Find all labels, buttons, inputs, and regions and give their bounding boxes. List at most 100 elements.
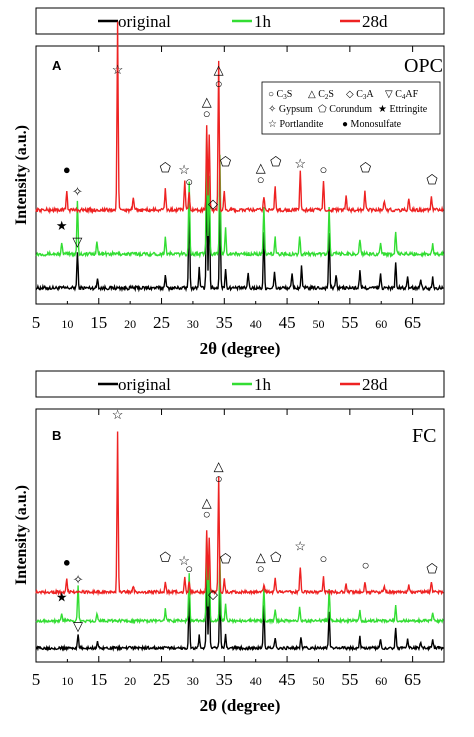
- x-tick-label-65: 65: [404, 670, 421, 689]
- panel-a-plot-frame: [35, 45, 445, 305]
- x-tick-label-5: 5: [32, 313, 41, 332]
- x-tick-label-5: 5: [32, 670, 41, 689]
- phase-marker-19: ○: [362, 558, 370, 573]
- phase-marker-17: ☆: [294, 538, 306, 553]
- panel-a-series: [35, 21, 445, 293]
- panel-b-letter: B: [52, 428, 61, 443]
- x-minor-tick-label-10: 10: [61, 674, 73, 688]
- x-minor-tick-label-30: 30: [187, 674, 199, 688]
- legend-1h-label: 1h: [254, 375, 272, 394]
- phase-marker-3: ▽: [72, 234, 82, 249]
- phase-marker-1: ★: [56, 218, 68, 233]
- key-c2s-label: △ C2S: [308, 89, 334, 101]
- phase-marker-16: ⬠: [270, 154, 282, 169]
- panel-a-letter: A: [52, 58, 62, 73]
- panel-b-x-ticks: [35, 409, 414, 662]
- phase-marker-5: ⬠: [160, 550, 172, 565]
- phase-marker-2: ✧: [73, 572, 84, 587]
- key-c3s-icon: ○: [268, 89, 277, 100]
- legend-1h-label: 1h: [254, 12, 272, 31]
- panel-a-x-label: 2θ (degree): [200, 339, 281, 358]
- key-c4af-icon: ▽: [385, 89, 395, 100]
- panel-b-y-label: Intensity (a.u.): [13, 485, 30, 585]
- phase-marker-11: ○: [215, 76, 223, 91]
- phase-marker-11: ○: [215, 471, 223, 486]
- x-tick-label-45: 45: [279, 670, 296, 689]
- x-tick-label-55: 55: [341, 670, 358, 689]
- phase-marker-18: ○: [320, 162, 328, 177]
- phase-key-box: [261, 81, 441, 135]
- x-tick-label-25: 25: [153, 670, 170, 689]
- phase-marker-14: ○: [257, 561, 265, 576]
- panel-b-title: FC: [412, 425, 436, 447]
- key-corundum-icon: ⬠: [318, 104, 329, 115]
- series-line-1h: [35, 534, 445, 625]
- series-line-original: [35, 179, 444, 293]
- phase-marker-13: ⬠: [220, 154, 232, 169]
- phase-marker-12: △: [214, 458, 224, 473]
- panel-a-title: OPC: [404, 55, 443, 77]
- x-minor-tick-label-60: 60: [375, 674, 387, 688]
- panel-a: original 1h 28d A OPC ○ C3S △ C2S ◇ C3A …: [13, 7, 445, 358]
- panel-a-x-tick-labels: 5 15 25 35 45 55 65 10 20 30 40 50 60: [32, 313, 421, 332]
- key-monosulfate-icon: ●: [342, 119, 351, 130]
- x-tick-label-35: 35: [216, 313, 233, 332]
- phase-marker-7: ○: [185, 561, 193, 576]
- panel-b-legend: original 1h 28d: [98, 375, 388, 394]
- key-c3s-label: ○ C3S: [268, 89, 292, 101]
- key-c4af-label: ▽ C4AF: [385, 89, 419, 101]
- panel-b-markers: ●★✧▽☆⬠ ☆○○△◇○△⬠○△ ⬠☆○ ○ ⬠: [56, 407, 439, 633]
- phase-marker-2: ✧: [72, 184, 83, 199]
- phase-marker-20: ⬠: [426, 561, 438, 576]
- phase-marker-4: ☆: [112, 407, 124, 422]
- panel-b-x-tick-labels: 5 15 25 35 45 55 65 10 20 30 40 50 60: [32, 670, 421, 689]
- x-minor-tick-label-20: 20: [124, 674, 136, 688]
- phase-marker-14: ○: [257, 172, 265, 187]
- phase-marker-9: △: [202, 94, 212, 109]
- panel-b-x-label: 2θ (degree): [200, 696, 281, 715]
- legend-original-label: original: [118, 375, 171, 394]
- phase-marker-4: ☆: [112, 62, 124, 77]
- phase-marker-19: ⬠: [360, 160, 372, 175]
- key-ettringite-label: ★ Ettringite: [378, 104, 428, 115]
- phase-marker-5: ⬠: [160, 160, 172, 175]
- phase-marker-15: △: [256, 160, 266, 175]
- phase-marker-9: △: [202, 495, 212, 510]
- phase-marker-13: ⬠: [220, 551, 232, 566]
- phase-marker-8: ○: [203, 506, 211, 521]
- x-minor-tick-label-60: 60: [375, 317, 387, 331]
- x-minor-tick-label-50: 50: [312, 674, 324, 688]
- x-tick-label-15: 15: [90, 670, 107, 689]
- phase-marker-15: △: [256, 550, 266, 565]
- x-minor-tick-label-10: 10: [61, 317, 73, 331]
- x-tick-label-65: 65: [404, 313, 421, 332]
- series-line-original: [35, 572, 444, 652]
- phase-marker-16: ⬠: [270, 550, 282, 565]
- x-tick-label-35: 35: [216, 670, 233, 689]
- key-monosulfate-label: ● Monosulfate: [342, 119, 402, 130]
- panel-b-series: [35, 431, 445, 652]
- phase-marker-8: ○: [203, 106, 211, 121]
- phase-marker-12: △: [214, 62, 224, 77]
- series-line-28d: [35, 21, 445, 215]
- phase-marker-0: ●: [63, 162, 71, 177]
- x-minor-tick-label-20: 20: [124, 317, 136, 331]
- panel-b: original 1h 28d B FC ●★✧▽☆⬠ ☆○○△◇○△⬠○△ ⬠☆○…: [13, 370, 445, 715]
- phase-marker-1: ★: [56, 590, 68, 605]
- x-minor-tick-label-40: 40: [250, 674, 262, 688]
- x-minor-tick-label-30: 30: [187, 317, 199, 331]
- x-tick-label-15: 15: [90, 313, 107, 332]
- key-c2s-icon: △: [308, 89, 318, 100]
- phase-marker-18: ○: [320, 551, 328, 566]
- x-tick-label-55: 55: [341, 313, 358, 332]
- key-c3a-icon: ◇: [346, 89, 356, 100]
- phase-marker-17: ☆: [294, 156, 306, 171]
- phase-marker-6: ☆: [178, 553, 190, 568]
- key-gypsum-label: ✧ Gypsum: [268, 104, 313, 115]
- phase-marker-6: ☆: [178, 162, 190, 177]
- panel-a-markers: ●★✧▽☆⬠ ☆○○△◇○△⬠○△ ⬠ ☆ ○ ⬠⬠: [56, 62, 439, 249]
- key-gypsum-icon: ✧: [268, 104, 279, 115]
- panel-a-y-label: Intensity (a.u.): [13, 125, 30, 225]
- key-portlandite-icon: ☆: [268, 119, 279, 130]
- x-tick-label-45: 45: [279, 313, 296, 332]
